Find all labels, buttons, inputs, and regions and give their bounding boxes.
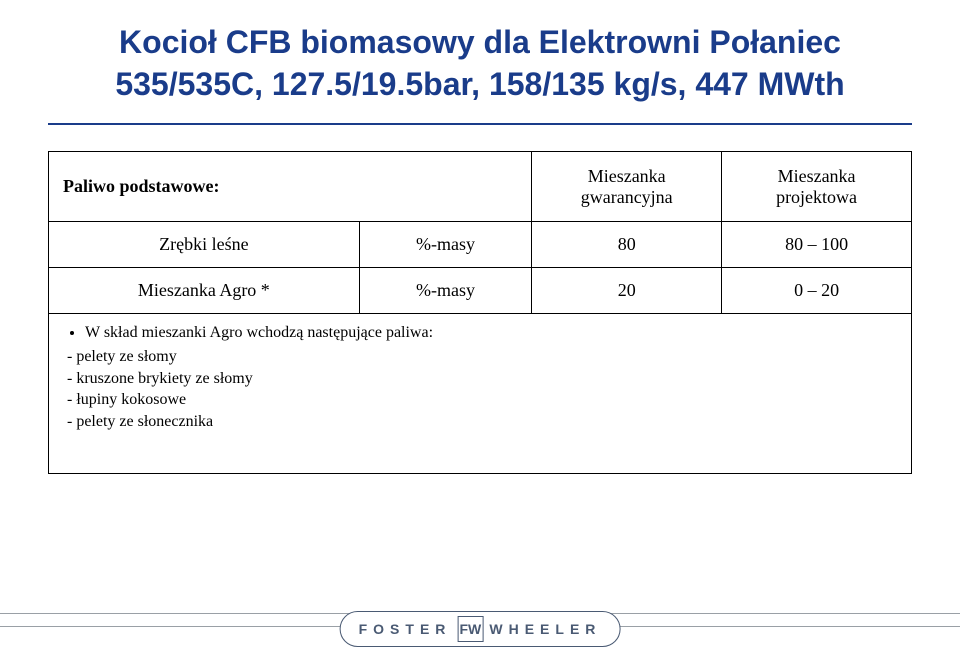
notes-item: - pelety ze słomy: [67, 346, 897, 368]
row-unit: %-masy: [359, 268, 532, 314]
title-line1: Kocioł CFB biomasowy dla Elektrowni Poła…: [119, 24, 841, 60]
logo-badge-icon: FW: [457, 616, 483, 642]
row-label: Mieszanka Agro *: [49, 268, 360, 314]
header-left: Paliwo podstawowe:: [49, 152, 532, 222]
row-val-2: 0 – 20: [722, 268, 912, 314]
page-title: Kocioł CFB biomasowy dla Elektrowni Poła…: [48, 22, 912, 105]
table-header-row: Paliwo podstawowe: Mieszanka gwarancyjna…: [49, 152, 912, 222]
row-val-1: 20: [532, 268, 722, 314]
table-row: Mieszanka Agro * %-masy 20 0 – 20: [49, 268, 912, 314]
row-val-2: 80 – 100: [722, 222, 912, 268]
row-unit: %-masy: [359, 222, 532, 268]
logo: FOSTER FW WHEELER: [340, 611, 621, 647]
notes-item: - pelety ze słonecznika: [67, 411, 897, 433]
title-divider: [48, 123, 912, 125]
table-notes-row: W skład mieszanki Agro wchodzą następują…: [49, 314, 912, 474]
fuel-table: Paliwo podstawowe: Mieszanka gwarancyjna…: [48, 151, 912, 474]
title-line2: 535/535C, 127.5/19.5bar, 158/135 kg/s, 4…: [115, 66, 844, 102]
notes-bullet: W skład mieszanki Agro wchodzą następują…: [85, 324, 897, 342]
row-label: Zrębki leśne: [49, 222, 360, 268]
logo-right: WHEELER: [489, 621, 601, 637]
table-row: Zrębki leśne %-masy 80 80 – 100: [49, 222, 912, 268]
header-mid-l1: Mieszanka: [588, 166, 666, 186]
row-val-1: 80: [532, 222, 722, 268]
notes-item: - kruszone brykiety ze słomy: [67, 368, 897, 390]
notes-cell: W skład mieszanki Agro wchodzą następują…: [49, 314, 912, 474]
header-right: Mieszanka projektowa: [722, 152, 912, 222]
notes-item: - łupiny kokosowe: [67, 389, 897, 411]
header-mid-l2: gwarancyjna: [581, 187, 673, 207]
header-mid: Mieszanka gwarancyjna: [532, 152, 722, 222]
logo-left: FOSTER: [359, 621, 452, 637]
